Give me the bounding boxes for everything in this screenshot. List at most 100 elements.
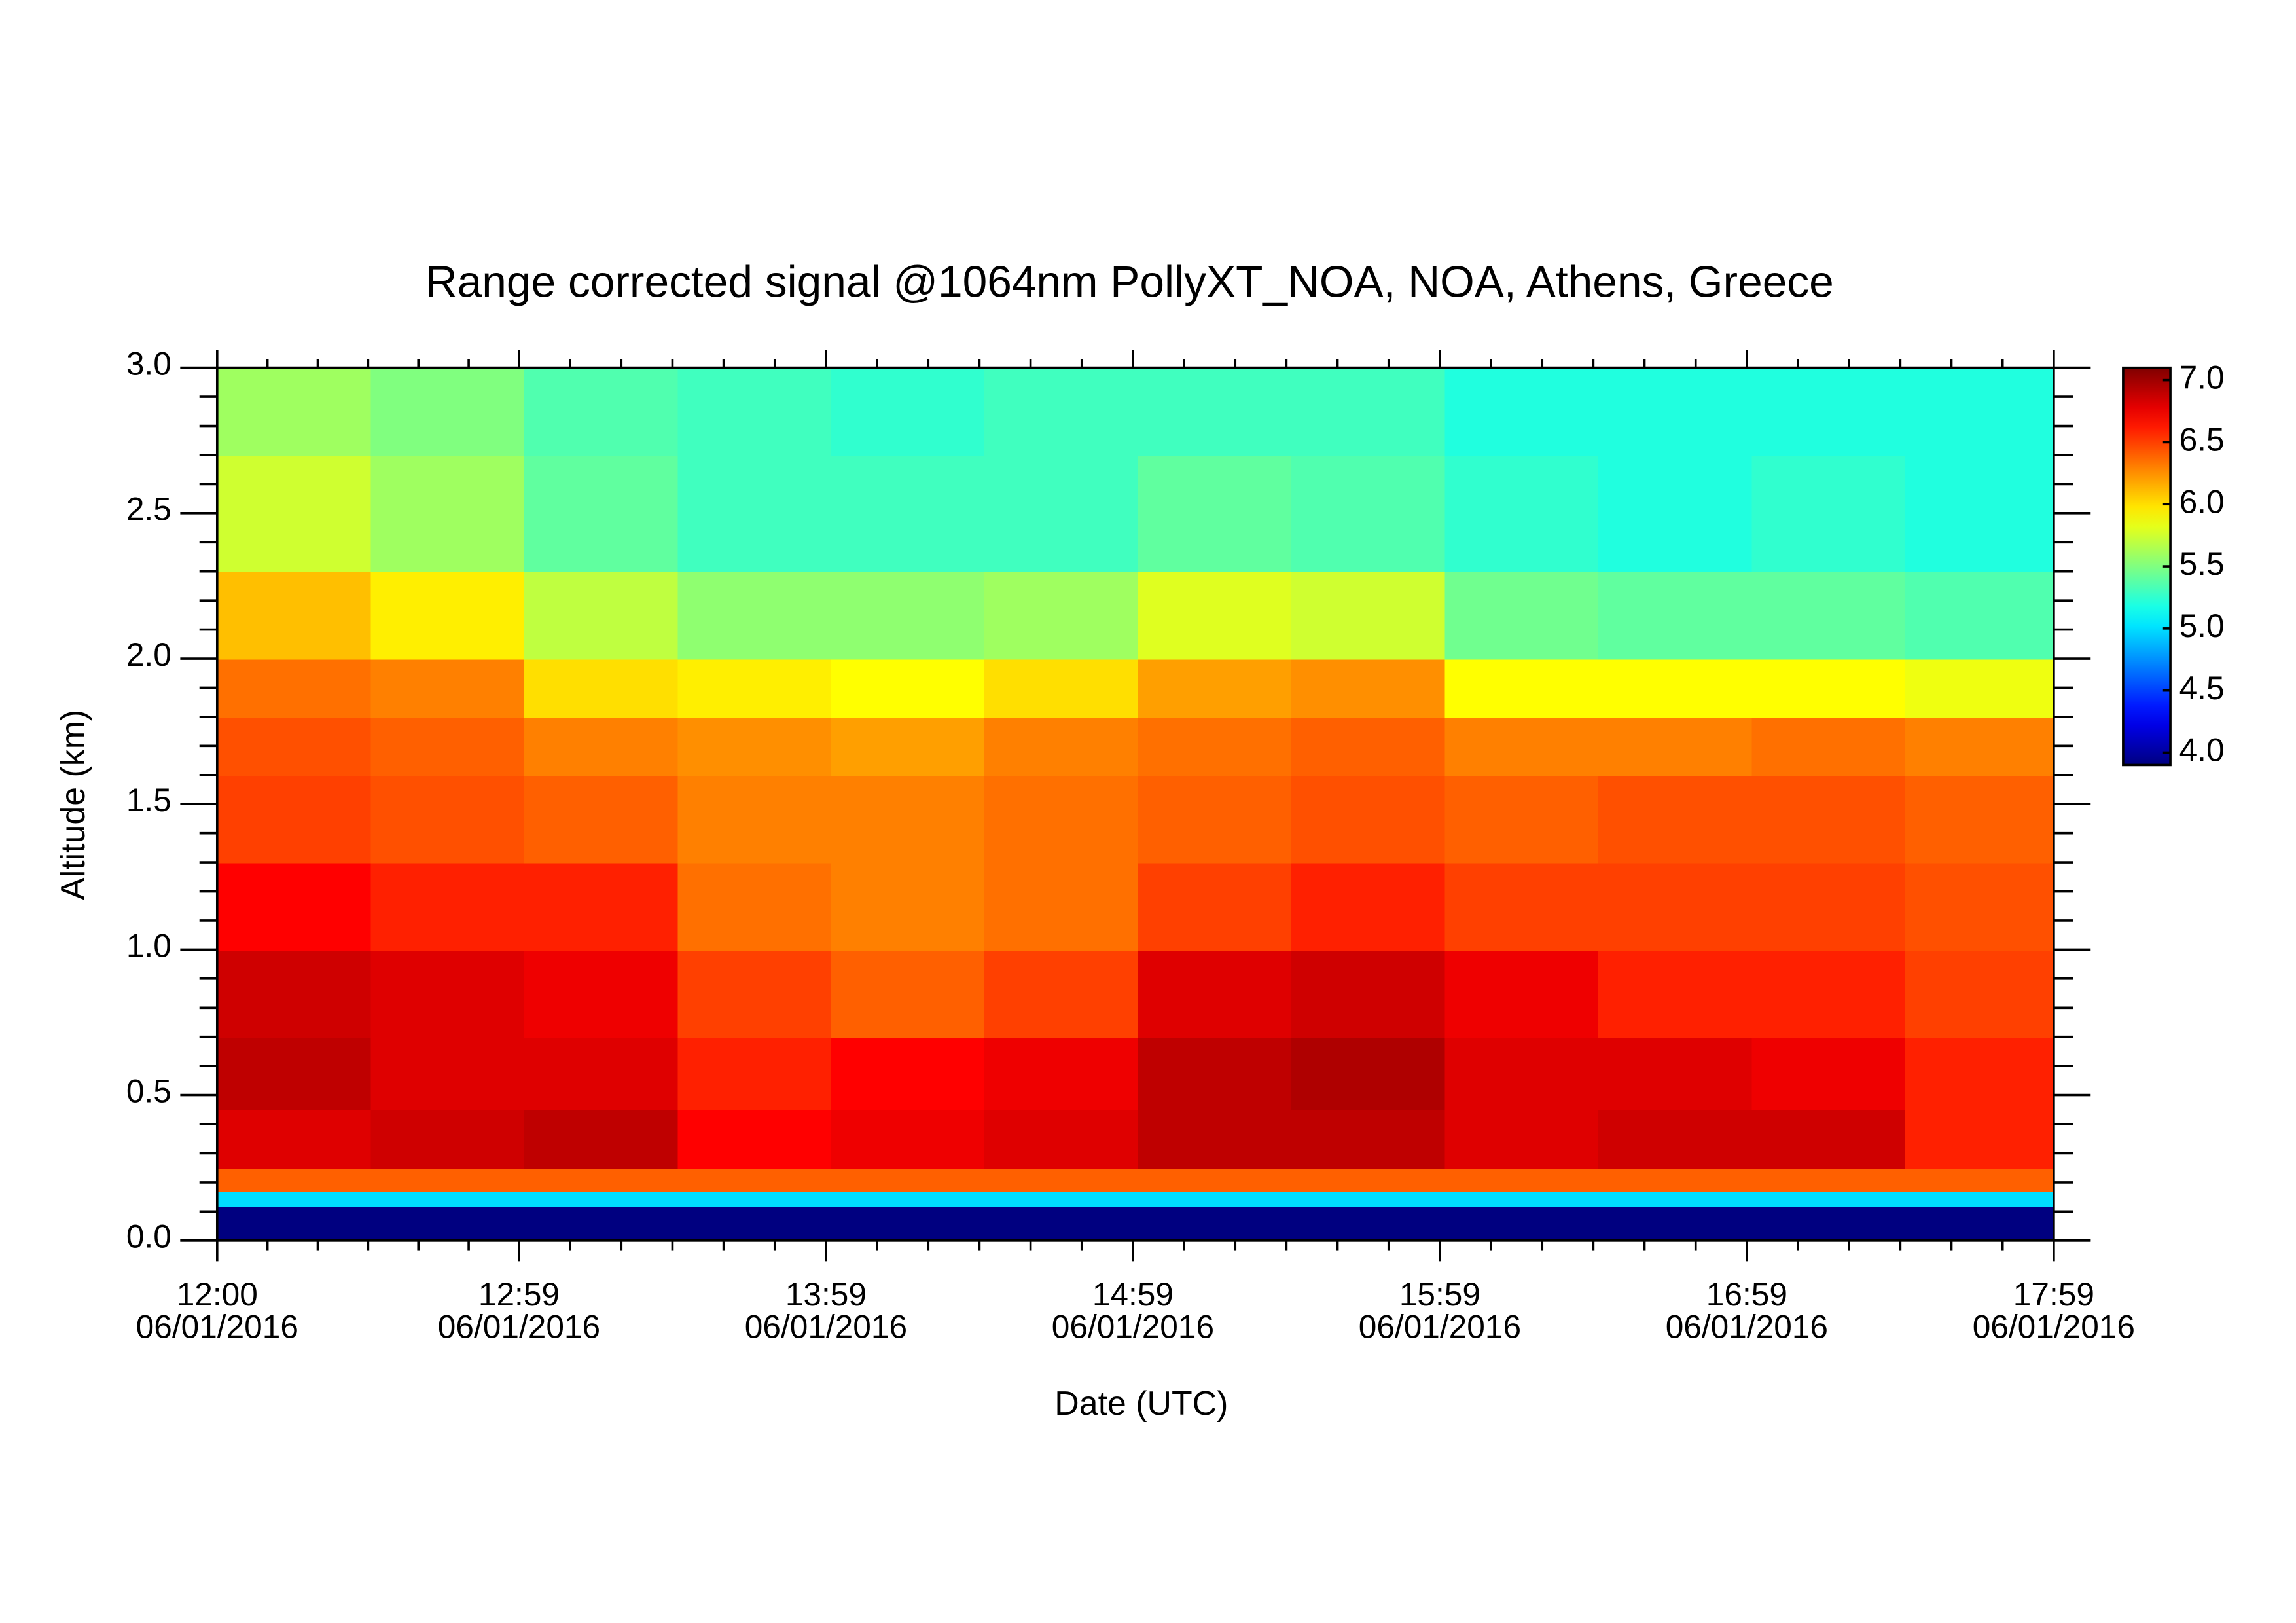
heatmap-cell: [1138, 1191, 1293, 1207]
heatmap-cell: [831, 1036, 986, 1111]
heatmap-cell: [984, 367, 1139, 456]
heatmap-cell: [1751, 1109, 1907, 1169]
heatmap-cell: [984, 1205, 1139, 1242]
y-tick-label: 0.0: [126, 1218, 171, 1255]
heatmap-cell: [984, 949, 1139, 1038]
heatmap-cell: [1751, 862, 1907, 951]
x-tick-date: 06/01/2016: [1666, 1309, 1828, 1345]
x-tick-time: 14:59: [1092, 1276, 1174, 1313]
heatmap-cell: [1444, 1109, 1600, 1169]
heatmap-cell: [677, 775, 833, 864]
heatmap-cell: [984, 454, 1139, 573]
x-tick-time: 15:59: [1399, 1276, 1480, 1313]
heatmap-cell: [1598, 1109, 1753, 1169]
heatmap-cell: [831, 949, 986, 1038]
heatmap-cell: [1444, 862, 1600, 951]
heatmap-cell: [984, 659, 1139, 718]
x-tick-time: 17:59: [2013, 1276, 2094, 1313]
heatmap-cell: [1598, 367, 1753, 456]
heatmap-cell: [370, 1205, 526, 1242]
heatmap-cell: [370, 659, 526, 718]
heatmap-cell: [1138, 571, 1293, 660]
heatmap-cell: [677, 1109, 833, 1169]
heatmap-cell: [370, 454, 526, 573]
x-tick-date: 06/01/2016: [1359, 1309, 1521, 1345]
heatmap-cell: [1598, 862, 1753, 951]
heatmap-cell: [1598, 949, 1753, 1038]
heatmap-cell: [677, 454, 833, 573]
heatmap-cell: [1138, 1109, 1293, 1169]
y-tick-label: 0.5: [126, 1072, 171, 1109]
heatmap-cell: [984, 1036, 1139, 1111]
heatmap-cell: [1598, 775, 1753, 864]
heatmap-cell: [1751, 716, 1907, 776]
heatmap-cell: [370, 1167, 526, 1192]
heatmap-cell: [1138, 716, 1293, 776]
heatmap-cell: [677, 1167, 833, 1192]
heatmap-cell: [831, 367, 986, 456]
heatmap-cell: [1291, 659, 1446, 718]
heatmap-cell: [984, 1191, 1139, 1207]
heatmap-cell: [217, 716, 372, 776]
heatmap-cell: [1444, 1191, 1600, 1207]
heatmap-cell: [1444, 1205, 1600, 1242]
heatmap-cell: [217, 1167, 372, 1192]
axes: 0.00.51.01.52.02.53.012:0006/01/201612:5…: [126, 346, 2135, 1345]
heatmap-cell: [831, 1191, 986, 1207]
heatmap-cell: [1598, 454, 1753, 573]
heatmap-cell: [1905, 367, 2055, 456]
colorbar-tick-label: 6.0: [2179, 483, 2225, 520]
heatmap-cell: [831, 862, 986, 951]
heatmap-cell: [370, 367, 526, 456]
heatmap-cell: [370, 949, 526, 1038]
heatmap-cell: [1905, 1205, 2055, 1242]
heatmap-cell: [1444, 454, 1600, 573]
heatmap-cell: [984, 571, 1139, 660]
heatmap-cell: [1138, 1036, 1293, 1111]
heatmap-cell: [677, 1191, 833, 1207]
heatmap-cell: [217, 949, 372, 1038]
heatmap-cell: [677, 571, 833, 660]
x-tick-date: 06/01/2016: [438, 1309, 600, 1345]
heatmap-cell: [677, 659, 833, 718]
x-tick-time: 13:59: [785, 1276, 867, 1313]
heatmap-cell: [217, 367, 372, 456]
heatmap-cell: [1751, 949, 1907, 1038]
colorbar-tick-label: 5.5: [2179, 545, 2225, 582]
heatmap-cell: [524, 454, 679, 573]
heatmap-cell: [831, 1167, 986, 1192]
heatmap-cell: [1751, 454, 1907, 573]
heatmap-cell: [677, 1036, 833, 1111]
heatmap-cell: [831, 775, 986, 864]
heatmap-cell: [1905, 454, 2055, 573]
heatmap-cell: [831, 659, 986, 718]
heatmap-cell: [1138, 1205, 1293, 1242]
heatmap-cell: [370, 1109, 526, 1169]
heatmap-cell: [1751, 1191, 1907, 1207]
heatmap-cell: [831, 716, 986, 776]
heatmap-cell: [1905, 1167, 2055, 1192]
heatmap-cell: [1598, 1167, 1753, 1192]
heatmap-cell: [1444, 775, 1600, 864]
colorbar: 4.0 4.5 5.0 5.5 6.0 6.5 7.0: [2122, 359, 2225, 769]
heatmap-cell: [1751, 1205, 1907, 1242]
heatmap-cell: [1751, 775, 1907, 864]
heatmap-cell: [217, 1036, 372, 1111]
heatmap-cell: [524, 367, 679, 456]
heatmap-cell: [984, 775, 1139, 864]
heatmap-cell: [217, 775, 372, 864]
heatmap-cell: [1751, 367, 1907, 456]
heatmap-cell: [1751, 1036, 1907, 1111]
heatmap-cell: [1905, 949, 2055, 1038]
heatmap-cell: [984, 716, 1139, 776]
heatmap-cell: [1138, 367, 1293, 456]
x-tick-date: 06/01/2016: [1973, 1309, 2135, 1345]
heatmap-cell: [1751, 659, 1907, 718]
heatmap-cell: [677, 1205, 833, 1242]
x-tick-time: 12:59: [478, 1276, 560, 1313]
heatmap-cell: [1291, 571, 1446, 660]
heatmap-cell: [1905, 659, 2055, 718]
heatmap-cell: [217, 1109, 372, 1169]
